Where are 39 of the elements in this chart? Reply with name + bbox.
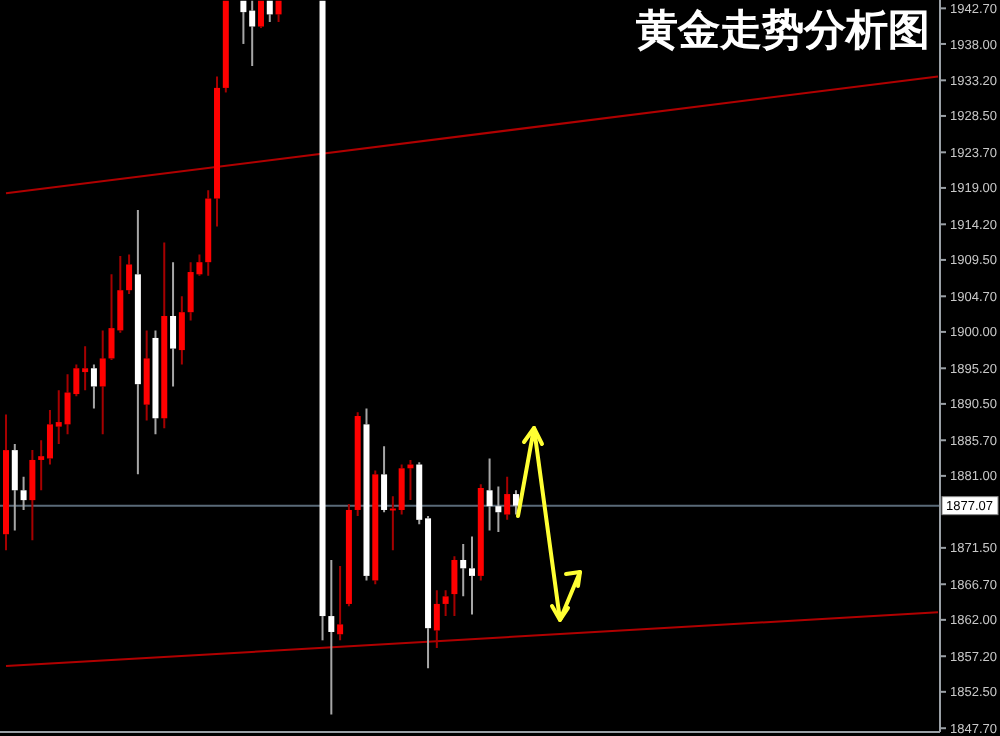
candlestick: [354, 411, 361, 518]
candlestick: [398, 463, 405, 516]
candlestick: [170, 261, 177, 388]
candlestick: [90, 363, 97, 410]
chart-title: 黄金走势分析图: [634, 4, 930, 54]
candlestick: [275, 0, 282, 23]
candlestick: [152, 329, 159, 436]
candlestick: [108, 273, 115, 361]
candlestick: [178, 295, 185, 366]
candlestick: [187, 261, 194, 322]
candlestick: [126, 253, 133, 296]
candlestick: [328, 558, 335, 716]
candlestick: [442, 589, 449, 618]
candlestick: [363, 407, 370, 582]
candlestick: [161, 241, 168, 430]
candlestick: [143, 329, 150, 422]
candlestick: [3, 413, 9, 552]
candlestick: [460, 543, 467, 598]
candlestick: [477, 483, 484, 582]
candlestick: [486, 457, 493, 532]
candlestick: [205, 189, 212, 277]
candlestick: [381, 445, 388, 514]
candlestick: [240, 0, 247, 45]
candlestick: [345, 502, 352, 608]
candlestick: [495, 485, 502, 533]
candlestick: [512, 489, 519, 516]
candlestick: [64, 373, 71, 436]
candlestick: [504, 475, 511, 521]
candlestick: [266, 0, 273, 23]
candlestick: [99, 329, 106, 436]
candlestick: [469, 535, 475, 616]
candlestick: [11, 443, 18, 532]
candlestick: [20, 475, 27, 511]
candlestick: [451, 555, 458, 618]
candlestick: [134, 208, 141, 476]
candlestick: [319, 0, 326, 642]
candlestick: [29, 449, 36, 542]
candlestick: [372, 469, 379, 586]
candlestick: [337, 565, 344, 642]
